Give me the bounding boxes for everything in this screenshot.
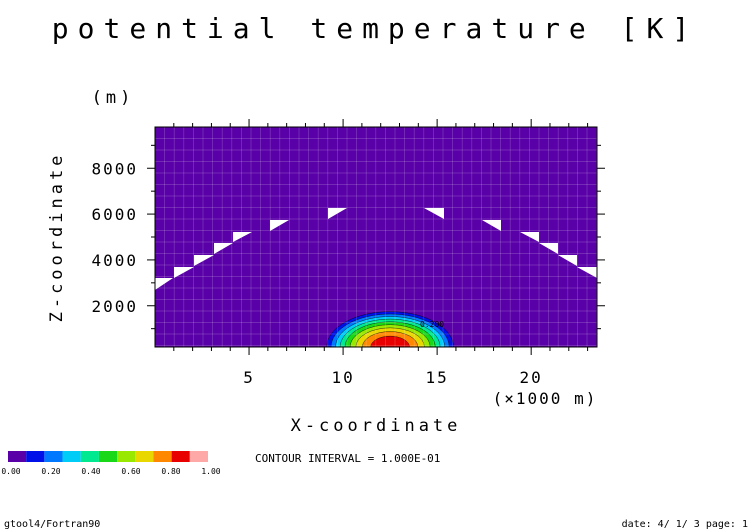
colorbar-label: 0.00 bbox=[1, 467, 20, 476]
colorbar-swatch bbox=[26, 451, 45, 462]
y-tick-label: 6000 bbox=[91, 205, 138, 224]
colorbar-label: 1.00 bbox=[201, 467, 220, 476]
colorbar-swatch bbox=[135, 451, 154, 462]
undefined-region bbox=[482, 220, 501, 231]
undefined-region bbox=[424, 208, 444, 219]
footer-right: date: 4/ 1/ 3 page: 1 bbox=[622, 519, 748, 530]
y-tick-label: 2000 bbox=[91, 297, 138, 316]
colorbar-swatch bbox=[62, 451, 81, 462]
plot-area: 0.200 bbox=[147, 119, 605, 355]
y-tick-label: 4000 bbox=[91, 251, 138, 270]
undefined-region bbox=[194, 255, 214, 266]
colorbar: 0.00 0.20 0.40 0.60 0.80 1.00 bbox=[1, 451, 221, 476]
colorbar-swatch bbox=[189, 451, 208, 462]
x-tick-label: 10 bbox=[331, 368, 354, 387]
x-axis-title: X-coordinate bbox=[291, 416, 462, 436]
x-tick-label: 5 bbox=[243, 368, 255, 387]
undefined-region bbox=[214, 243, 233, 254]
undefined-region bbox=[539, 243, 558, 254]
footer-left: gtool4/Fortran90 bbox=[4, 519, 100, 530]
undefined-region bbox=[328, 208, 347, 219]
y-axis-title: Z-coordinate bbox=[47, 152, 67, 323]
x-axis-unit: (×1000 m) bbox=[493, 389, 598, 408]
colorbar-swatch bbox=[8, 451, 27, 462]
chart-title: potential temperature [K] bbox=[52, 12, 698, 45]
colorbar-swatch bbox=[171, 451, 190, 462]
colorbar-swatch bbox=[98, 451, 118, 462]
undefined-region bbox=[155, 278, 173, 290]
colorbar-swatch bbox=[80, 451, 99, 462]
colorbar-swatch bbox=[117, 451, 136, 462]
colorbar-swatch bbox=[153, 451, 172, 462]
grid-lines bbox=[155, 127, 597, 347]
colorbar-label: 0.80 bbox=[161, 467, 180, 476]
y-axis-unit: (m) bbox=[92, 88, 135, 108]
undefined-region bbox=[577, 267, 597, 278]
contour-interval-text: CONTOUR INTERVAL = 1.000E-01 bbox=[255, 452, 440, 465]
contour-label: 0.200 bbox=[420, 320, 444, 329]
x-tick-label: 15 bbox=[425, 368, 448, 387]
colorbar-swatch bbox=[44, 451, 63, 462]
axis-ticks bbox=[147, 119, 605, 355]
undefined-region bbox=[558, 255, 577, 266]
colorbar-label: 0.20 bbox=[41, 467, 60, 476]
y-tick-label: 8000 bbox=[91, 159, 138, 178]
colorbar-label: 0.40 bbox=[81, 467, 100, 476]
undefined-region bbox=[174, 267, 194, 278]
x-tick-label: 20 bbox=[520, 368, 543, 387]
plot-background bbox=[155, 127, 597, 347]
y-tick-labels: 2000 4000 6000 8000 bbox=[91, 159, 138, 316]
undefined-region bbox=[520, 232, 539, 242]
x-tick-labels: 5 10 15 20 bbox=[243, 368, 543, 387]
undefined-region bbox=[270, 220, 289, 231]
undefined-region bbox=[233, 232, 252, 242]
colorbar-label: 0.60 bbox=[121, 467, 140, 476]
undefined-region-layer bbox=[155, 208, 597, 290]
colorbar-swatches bbox=[8, 451, 208, 462]
